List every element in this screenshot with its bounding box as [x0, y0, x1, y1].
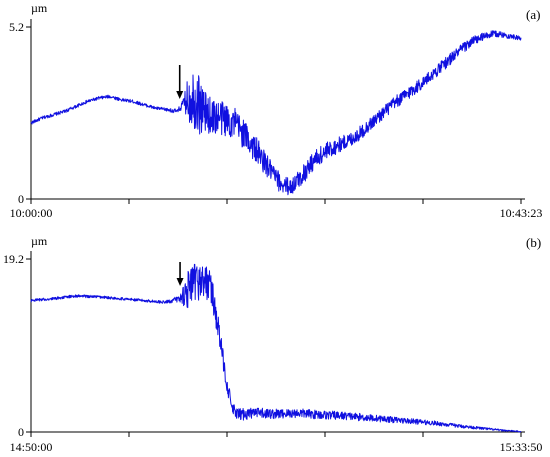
panel-a-y-tick-label-bottom: 0 — [18, 192, 24, 206]
panel-a-y-tick-label-top: 5.2 — [9, 20, 24, 34]
panel-b-arrow — [176, 262, 184, 286]
panel-a-label: (a) — [526, 7, 540, 22]
panel-b-y-unit: µm — [31, 234, 48, 248]
panel-a-x-tick-label-start: 10:00:00 — [10, 206, 53, 220]
panel-a-x-tick-label-end: 10:43:23 — [500, 206, 543, 220]
panel-b-x-tick-label-end: 15:33:50 — [500, 440, 543, 454]
panel-b: (b) µm 19.2 0 14:50:00 15:33:50 — [3, 234, 542, 454]
panel-a-series-line — [30, 30, 522, 196]
panel-b-y-tick-label-bottom: 0 — [18, 425, 24, 439]
panel-b-y-tick-label-top: 19.2 — [3, 252, 24, 266]
arrow-head — [176, 91, 184, 99]
panel-a-y-unit: µm — [31, 1, 48, 15]
panel-b-label: (b) — [526, 235, 541, 250]
arrow-head — [176, 278, 184, 286]
panel-a: (a) µm 5.2 0 10:00:00 10:43:23 — [9, 1, 542, 220]
panel-b-series-line — [30, 263, 522, 433]
panel-b-x-tick-label-start: 14:50:00 — [10, 440, 53, 454]
panel-a-axes — [26, 19, 525, 204]
panel-a-arrow — [176, 65, 184, 99]
panel-b-axes — [26, 251, 525, 437]
